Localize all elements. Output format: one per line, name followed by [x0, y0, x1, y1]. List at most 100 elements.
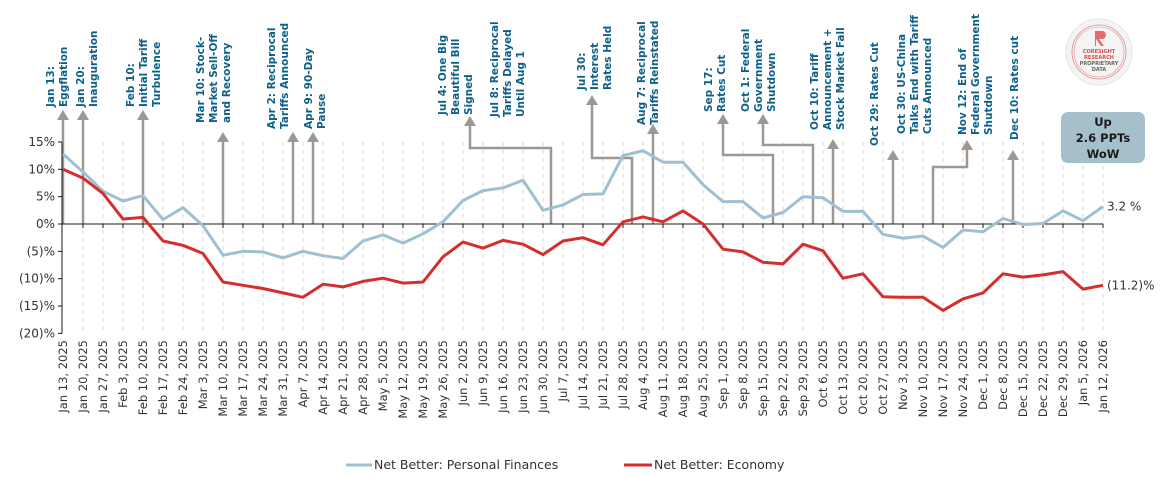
x-tick-label: Oct 27, 2025 — [876, 340, 890, 415]
annotation-label: Nov 12: End of — [957, 48, 969, 135]
x-tick-label: Jun 30, 2025 — [536, 340, 550, 414]
y-tick-label: 10% — [28, 162, 55, 176]
annotation-label: Market Sell-Off — [208, 34, 220, 123]
annotation-label: Shutdown — [766, 53, 778, 112]
annotation-label: Jan 13: — [45, 66, 57, 108]
x-tick-label: Oct 20, 2025 — [856, 340, 870, 415]
arrowhead-icon — [57, 110, 69, 120]
arrowhead-icon — [287, 132, 299, 142]
x-tick-label: Aug 11, 2025 — [656, 340, 670, 417]
annotation-label: Jul 30: — [576, 53, 588, 91]
y-tick-label: 15% — [28, 135, 55, 149]
annotation-label: Rates Cut — [716, 55, 728, 112]
annotation-label: Oct 10: Tariff — [809, 53, 821, 130]
x-tick-label: Nov 24, 2025 — [956, 340, 970, 417]
annotation-label: Cuts Announced — [922, 38, 934, 134]
x-tick-label: Mar 10, 2025 — [216, 340, 230, 417]
annotation-arrows — [57, 95, 1019, 224]
annotation-label: Jul 8: Reciprocal — [489, 21, 501, 118]
arrowhead-icon — [757, 114, 769, 124]
end-labels: 3.2 % (11.2)% — [1107, 199, 1154, 292]
y-tick-label: (15)% — [19, 299, 55, 313]
x-tick-label: Dec 15, 2025 — [1016, 340, 1030, 417]
legend-label-economy: Net Better: Economy — [654, 457, 785, 472]
arrowhead-icon — [887, 150, 899, 160]
x-tick-label: Aug 18, 2025 — [676, 340, 690, 417]
x-tick-label: Dec 22, 2025 — [1036, 340, 1050, 417]
annotation-label: Oct 30: US-China — [896, 34, 908, 134]
annotation-label: Tariffs Reinstated — [649, 21, 661, 125]
callout-line-3: WoW — [1087, 147, 1120, 161]
legend: Net Better: Personal Finances Net Better… — [346, 457, 785, 472]
arrowhead-icon — [586, 95, 598, 105]
annotation-label: Oct 1: Federal — [740, 29, 752, 112]
x-tick-label: Nov 10, 2025 — [916, 340, 930, 417]
x-tick-label: Feb 17, 2025 — [156, 340, 170, 415]
arrowhead-icon — [961, 140, 973, 150]
annotation-label: Signed — [463, 74, 475, 115]
x-tick-label: Jan 20, 2025 — [76, 340, 90, 414]
x-tick-label: Jun 16, 2025 — [496, 340, 510, 414]
x-tick-label: Feb 3, 2025 — [116, 340, 130, 408]
annotation-label: Announcement + — [822, 28, 834, 130]
x-tick-label: Oct 6, 2025 — [816, 340, 830, 407]
x-tick-label: Sep 15, 2025 — [756, 340, 770, 417]
x-tick-label: Apr 7, 2025 — [296, 340, 310, 407]
x-tick-label: Jul 21, 2025 — [596, 340, 610, 410]
x-tick-label: May 12, 2025 — [396, 340, 410, 419]
x-tick-label: Jul 28, 2025 — [616, 340, 630, 410]
annotation-label: Tariffs Announced — [279, 23, 291, 129]
y-tick-label: (20)% — [19, 326, 55, 340]
end-label-personal-finances: 3.2 % — [1107, 199, 1141, 213]
arrowhead-icon — [137, 110, 149, 120]
annotation-label: Mar 10: Stock- — [195, 37, 207, 123]
x-tick-label: Aug 25, 2025 — [696, 340, 710, 417]
x-tick-label: Apr 14, 2025 — [316, 340, 330, 415]
x-tick-label: May 5, 2025 — [376, 340, 390, 411]
x-tick-label: Dec 29, 2025 — [1056, 340, 1070, 417]
y-tick-label: (5)% — [27, 244, 55, 258]
annotation-label: Apr 2: Reciprocal — [266, 28, 278, 129]
end-label-economy: (11.2)% — [1107, 278, 1154, 292]
annotation-arrow-line — [468, 118, 553, 224]
annotation-arrow-line — [590, 97, 634, 224]
arrowhead-icon — [717, 114, 729, 124]
annotation-label: Until Aug 1 — [515, 51, 527, 117]
annotation-label: Pause — [316, 94, 328, 129]
annotation-label: Rates Held — [602, 26, 614, 90]
callout-line-1: Up — [1094, 115, 1112, 129]
annotation-label: Jul 4: One Big — [437, 35, 449, 116]
x-tick-label: Apr 21, 2025 — [336, 340, 350, 415]
annotation-label: Eggflation — [58, 47, 70, 107]
annotation-label: and Recovery — [221, 42, 233, 123]
watermark-line-3: PROPRIETARY — [1080, 61, 1119, 67]
annotation-label: Apr 9: 90-Day — [303, 48, 315, 129]
x-tick-label: Jan 27, 2025 — [96, 340, 110, 414]
annotation-labels: Jan 13: Eggflation Jan 20: Inauguration Feb … — [45, 14, 1021, 146]
annotation-label: Beautiful Bill — [450, 39, 462, 115]
annotation-label: Turbulence — [151, 42, 163, 107]
callout-line-2: 2.6 PPTs — [1076, 131, 1131, 145]
x-tick-label: Sep 22, 2025 — [776, 340, 790, 417]
arrowhead-icon — [307, 132, 319, 142]
x-tick-label: Mar 24, 2025 — [256, 340, 270, 417]
x-tick-label: Jul 7, 2025 — [556, 340, 570, 402]
watermark-disc — [1065, 18, 1133, 86]
x-tick-label: Apr 28, 2025 — [356, 340, 370, 415]
x-tick-label: Jun 23, 2025 — [516, 340, 530, 414]
annotation-arrow-line — [761, 116, 815, 224]
x-tick-label: Mar 3, 2025 — [196, 340, 210, 409]
arrowhead-icon — [647, 124, 659, 134]
annotation-label: Stock Market Fall — [835, 27, 847, 130]
watermark-line-4: DATA — [1092, 67, 1107, 73]
x-tick-label: Dec 8, 2025 — [996, 340, 1010, 410]
x-tick-label: Feb 10, 2025 — [136, 340, 150, 415]
x-tick-label: Mar 31, 2025 — [276, 340, 290, 417]
arrowhead-icon — [1007, 150, 1019, 160]
x-tick-label: Nov 17, 2025 — [936, 340, 950, 417]
arrowhead-icon — [827, 139, 839, 149]
axes: 15% 10% 5% 0% (5)% (10)% (15)% (20)% — [19, 135, 1104, 340]
legend-label-personal-finances: Net Better: Personal Finances — [374, 457, 558, 472]
annotation-label: Talks End with Tariff — [909, 15, 921, 134]
